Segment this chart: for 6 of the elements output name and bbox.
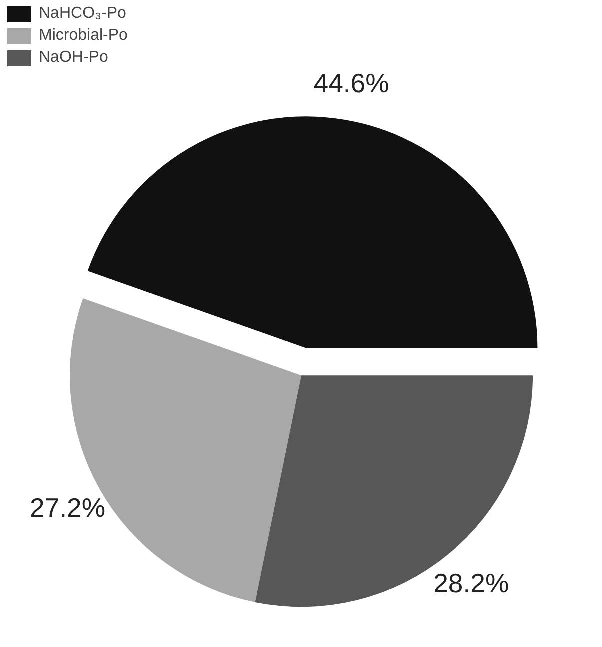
data-label: 27.2% xyxy=(30,492,106,523)
legend-label: Microbial-Po xyxy=(39,27,128,45)
legend-label: NaOH-Po xyxy=(39,49,108,67)
data-label: 44.6% xyxy=(314,68,390,98)
data-label: 28.2% xyxy=(434,568,510,599)
legend-label: NaHCO₃-Po xyxy=(39,5,126,23)
